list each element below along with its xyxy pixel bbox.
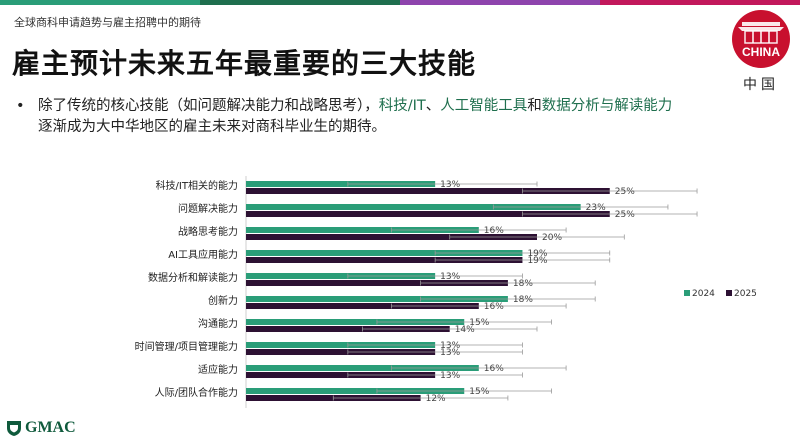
category-label: 适应能力 bbox=[198, 363, 238, 376]
bar-2025 bbox=[246, 303, 479, 309]
bullet-part-4: 逐渐成为大中华地区的雇主未来对商科毕业生的期待。 bbox=[38, 119, 386, 135]
category-label: AI工具应用能力 bbox=[168, 248, 238, 261]
data-label-2024: 13% bbox=[440, 341, 460, 351]
data-label-2025: 12% bbox=[426, 394, 446, 404]
data-label-2024: 18% bbox=[513, 295, 533, 305]
top-bar-segment-1 bbox=[0, 0, 200, 5]
skills-bar-chart: 科技/IT相关的能力 13% 25% 问题解决能力 23% 25% 战略思考能力 16% 20%… bbox=[0, 170, 800, 414]
bullet-part-3: 和 bbox=[527, 98, 542, 114]
bar-2025 bbox=[246, 188, 610, 194]
data-label-2025: 16% bbox=[484, 302, 504, 312]
legend-swatch-2025 bbox=[726, 290, 732, 296]
data-label-2025: 25% bbox=[615, 210, 635, 220]
bullet-text: • 除了传统的核心技能（如问题解决能力和战略思考），科技/IT、人工智能工具和数… bbox=[16, 96, 678, 138]
china-badge: CHINA 中国 bbox=[730, 10, 792, 94]
bar-2024 bbox=[246, 319, 465, 325]
bar-2025 bbox=[246, 326, 450, 332]
category-label: 问题解决能力 bbox=[178, 202, 238, 215]
data-label-2024: 16% bbox=[484, 364, 504, 374]
badge-label: 中国 bbox=[743, 77, 779, 93]
gmac-logo: GMAC bbox=[6, 419, 76, 437]
breadcrumb: 全球商科申请趋势与雇主招聘中的期待 bbox=[14, 16, 201, 29]
category-label: 数据分析和解读能力 bbox=[148, 271, 238, 284]
category-label: 人际/团队合作能力 bbox=[155, 386, 238, 399]
highlight-ai: 人工智能工具 bbox=[440, 98, 528, 114]
bar-2025 bbox=[246, 349, 436, 355]
bar-2025 bbox=[246, 372, 436, 378]
page-title: 雇主预计未来五年最重要的三大技能 bbox=[12, 47, 477, 80]
chart-svg: 科技/IT相关的能力 13% 25% 问题解决能力 23% 25% 战略思考能力 16% 20%… bbox=[135, 176, 757, 408]
data-label-2024: 15% bbox=[469, 387, 489, 397]
data-label-2025: 18% bbox=[513, 279, 533, 289]
category-label: 战略思考能力 bbox=[178, 225, 238, 238]
bar-2024 bbox=[246, 388, 465, 394]
bar-2024 bbox=[246, 342, 436, 348]
bar-2025 bbox=[246, 234, 537, 240]
bar-2024 bbox=[246, 365, 479, 371]
category-label: 沟通能力 bbox=[198, 317, 238, 330]
data-label-2025: 20% bbox=[542, 233, 562, 243]
data-label-2025: 14% bbox=[455, 325, 475, 335]
data-label-2024: 13% bbox=[440, 180, 460, 190]
bar-2024 bbox=[246, 296, 508, 302]
bar-2025 bbox=[246, 257, 523, 263]
legend-label-2024: 2024 bbox=[692, 289, 715, 299]
data-label-2024: 19% bbox=[527, 249, 547, 259]
data-label-2025: 19% bbox=[527, 256, 547, 266]
data-label-2025: 13% bbox=[440, 348, 460, 358]
top-color-bar bbox=[0, 0, 800, 5]
bar-2025 bbox=[246, 211, 610, 217]
bar-2024 bbox=[246, 227, 479, 233]
highlight-data: 数据分析与解读能力 bbox=[541, 98, 673, 114]
bar-2024 bbox=[246, 273, 436, 279]
data-label-2025: 13% bbox=[440, 371, 460, 381]
data-label-2025: 25% bbox=[615, 187, 635, 197]
category-label: 时间管理/项目管理能力 bbox=[135, 340, 238, 353]
legend-label-2025: 2025 bbox=[734, 289, 757, 299]
data-label-2024: 15% bbox=[469, 318, 489, 328]
logo-text: GMAC bbox=[25, 419, 76, 436]
bar-2025 bbox=[246, 280, 508, 286]
china-gate-icon: CHINA bbox=[732, 10, 790, 68]
top-bar-segment-4 bbox=[600, 0, 800, 5]
data-label-2024: 16% bbox=[484, 226, 504, 236]
bar-2024 bbox=[246, 250, 523, 256]
bar-2024 bbox=[246, 181, 436, 187]
top-bar-segment-3 bbox=[400, 0, 600, 5]
gmac-shield-icon bbox=[7, 421, 21, 436]
bullet-dot: • bbox=[16, 98, 25, 114]
highlight-tech: 科技/IT bbox=[378, 98, 426, 114]
legend-swatch-2024 bbox=[684, 290, 690, 296]
top-bar-segment-2 bbox=[200, 0, 400, 5]
data-label-2024: 23% bbox=[586, 203, 606, 213]
category-label: 创新力 bbox=[208, 294, 238, 307]
category-label: 科技/IT相关的能力 bbox=[156, 179, 238, 192]
bullet-part-1: 除了传统的核心技能（如问题解决能力和战略思考）， bbox=[38, 98, 379, 114]
data-label-2024: 13% bbox=[440, 272, 460, 282]
bullet-part-2: 、 bbox=[425, 98, 441, 114]
bar-2024 bbox=[246, 204, 581, 210]
badge-word: CHINA bbox=[742, 45, 780, 59]
